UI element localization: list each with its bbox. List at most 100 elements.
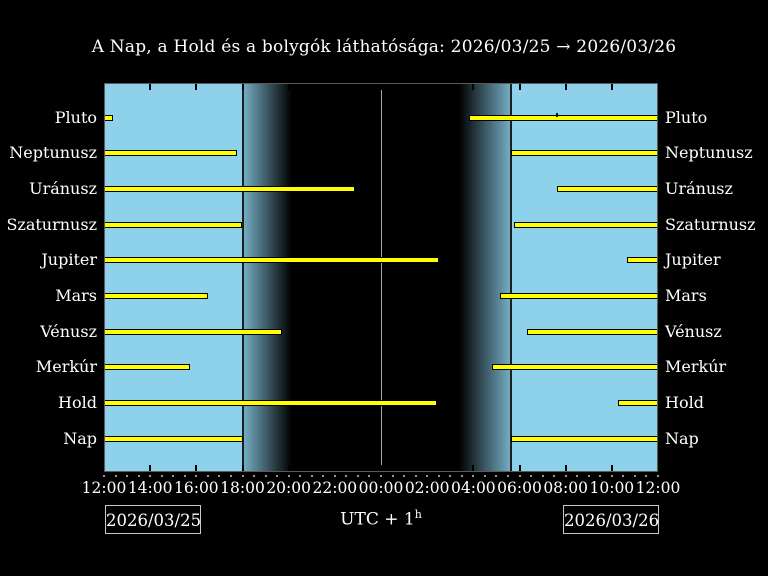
axis-tick-top	[564, 83, 567, 90]
minor-tick-dot	[576, 475, 579, 477]
row-label-left-merkur: Merkúr	[35, 357, 97, 377]
axis-tick-bottom	[287, 465, 290, 472]
minor-tick-dot	[495, 475, 498, 477]
axis-tick-top	[472, 83, 475, 90]
visibility-bar-neptunusz	[104, 150, 237, 157]
minor-tick-dot	[426, 475, 429, 477]
visibility-bar-mars	[104, 292, 209, 299]
axis-tick-top	[333, 83, 336, 90]
row-label-right-hold: Hold	[665, 392, 704, 412]
plot-area	[104, 83, 658, 472]
minor-tick-dot	[333, 475, 336, 477]
minor-tick-dot	[149, 475, 152, 477]
minor-tick-dot	[356, 475, 359, 477]
x-axis-label: 00:00	[358, 479, 404, 497]
axis-tick-bottom	[380, 465, 382, 472]
minor-tick-dot	[645, 475, 648, 477]
row-label-right-pluto: Pluto	[665, 107, 708, 127]
row-label-left-jupiter: Jupiter	[41, 250, 97, 270]
x-axis-label: 22:00	[312, 479, 358, 497]
dawn-gradient	[459, 83, 511, 472]
row-label-right-venusz: Vénusz	[665, 321, 722, 341]
x-axis-label: 10:00	[589, 479, 635, 497]
minor-tick-dot	[310, 475, 313, 477]
minor-tick-dot	[449, 475, 452, 477]
visibility-bar-uranusz	[104, 185, 355, 192]
chart-title: A Nap, a Hold és a bolygók láthatósága: …	[91, 37, 677, 57]
minor-tick-dot	[218, 475, 221, 477]
minor-tick-dot	[103, 475, 105, 477]
axis-tick-top	[426, 83, 429, 90]
minor-tick-dot	[437, 475, 440, 477]
minor-tick-dot	[206, 475, 209, 477]
row-label-left-neptunusz: Neptunusz	[9, 143, 97, 163]
visibility-bar-merkur	[104, 364, 191, 371]
visibility-bar-merkur	[492, 364, 658, 371]
timezone-text: UTC + 1	[340, 509, 415, 530]
axis-tick-bottom	[426, 465, 429, 472]
x-axis-label: 16:00	[173, 479, 219, 497]
minor-tick-dot	[126, 475, 129, 477]
row-label-left-mars: Mars	[55, 285, 97, 305]
minor-tick-dot	[241, 475, 244, 477]
minor-tick-dot	[633, 475, 636, 477]
row-label-right-jupiter: Jupiter	[665, 250, 721, 270]
axis-tick-bottom	[195, 465, 198, 472]
axis-tick-bottom	[610, 465, 613, 472]
minor-tick-dot	[483, 475, 486, 477]
visibility-bar-venusz	[526, 328, 658, 335]
minor-tick-dot	[414, 475, 417, 477]
minor-tick-dot	[322, 475, 325, 477]
minor-tick-dot	[368, 475, 371, 477]
x-axis-label: 06:00	[497, 479, 542, 497]
minor-tick-dot	[114, 475, 117, 477]
axis-tick-bottom	[472, 465, 475, 472]
visibility-bar-hold	[104, 399, 438, 406]
sunset-line	[241, 83, 244, 472]
minor-tick-dot	[553, 475, 556, 477]
culmination-marker-pluto	[555, 112, 558, 117]
x-axis-label: 12:00	[635, 479, 681, 497]
axis-tick-top	[195, 83, 198, 90]
sunrise-line	[509, 83, 512, 472]
visibility-bar-mars	[500, 292, 658, 299]
axis-tick-top	[287, 83, 290, 90]
date-box-left: 2026/03/25	[105, 505, 201, 534]
axis-tick-top	[380, 83, 382, 90]
minor-tick-dot	[287, 475, 290, 477]
minor-tick-dot	[472, 475, 475, 477]
minor-tick-dot	[160, 475, 163, 477]
axis-tick-bottom	[333, 465, 336, 472]
visibility-bar-nap	[104, 435, 243, 442]
axis-tick-top	[518, 83, 521, 90]
minor-tick-dot	[460, 475, 463, 477]
minor-tick-dot	[599, 475, 602, 477]
x-axis-label: 18:00	[220, 479, 265, 497]
visibility-bar-pluto	[468, 114, 658, 121]
x-axis-label: 12:00	[81, 479, 127, 497]
x-axis-label: 14:00	[127, 479, 173, 497]
minor-tick-dot	[253, 475, 256, 477]
axis-tick-bottom	[149, 465, 152, 472]
minor-tick-dot	[518, 475, 521, 477]
axis-tick-bottom	[241, 465, 244, 472]
visibility-bar-venusz	[104, 328, 282, 335]
row-label-right-nap: Nap	[665, 428, 699, 448]
row-label-left-hold: Hold	[58, 392, 97, 412]
axis-tick-top	[241, 83, 244, 90]
axis-tick-bottom	[518, 465, 521, 472]
visibility-bar-szaturnusz	[104, 221, 243, 228]
minor-tick-dot	[345, 475, 348, 477]
minor-tick-dot	[229, 475, 232, 477]
row-label-right-neptunusz: Neptunusz	[665, 143, 753, 163]
axis-tick-top	[610, 83, 613, 90]
day-region-left	[104, 83, 243, 472]
visibility-bar-pluto	[104, 114, 113, 121]
visibility-bar-nap	[510, 435, 658, 442]
date-box-right: 2026/03/26	[563, 505, 659, 534]
minor-tick-dot	[183, 475, 186, 477]
minor-tick-dot	[299, 475, 302, 477]
minor-tick-dot	[276, 475, 279, 477]
midnight-line	[381, 83, 382, 472]
visibility-bar-hold	[618, 399, 658, 406]
